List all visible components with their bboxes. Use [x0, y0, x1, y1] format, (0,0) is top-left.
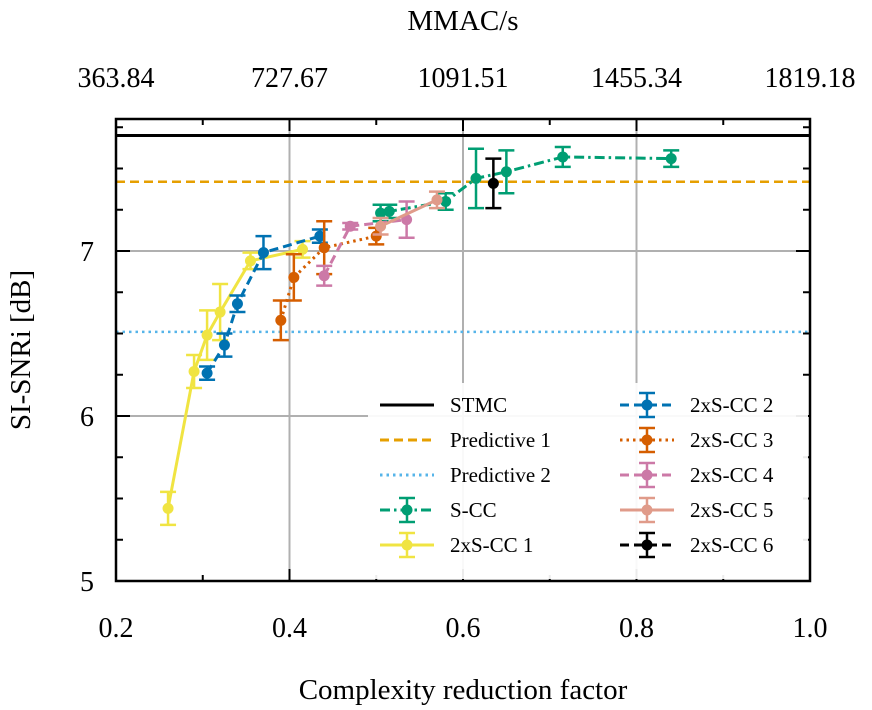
series-line — [279, 234, 377, 321]
data-point — [665, 153, 677, 165]
series-group — [372, 145, 680, 223]
data-point — [162, 502, 174, 514]
data-point — [188, 365, 200, 377]
data-point — [487, 177, 499, 189]
axis-ticks: 0.2 0.4 0.6 0.8 1.0 363.84 727.67 1091.51 1455.3… — [78, 63, 856, 644]
series-group — [316, 200, 415, 287]
legend-label: 2xS-CC 2 — [690, 393, 773, 417]
data-point — [375, 207, 387, 219]
legend-label: STMC — [450, 393, 507, 417]
top-x-tick-label: 1455.34 — [591, 63, 682, 94]
series-line — [379, 198, 438, 228]
legend-marker — [401, 539, 413, 551]
data-point — [440, 196, 452, 207]
data-point — [318, 242, 330, 254]
legend-label: Predictive 1 — [450, 428, 551, 452]
data-point — [288, 271, 300, 283]
series-group — [372, 190, 445, 236]
legend-label: 2xS-CC 4 — [690, 463, 774, 487]
reference-lines — [116, 134, 810, 334]
y-tick-label: 7 — [80, 237, 94, 268]
data-point — [470, 172, 482, 184]
legend-marker — [641, 504, 653, 516]
top-x-axis-title: MMAC/s — [407, 5, 518, 37]
legend-marker — [641, 399, 653, 411]
series-group — [485, 157, 502, 210]
series-group — [199, 228, 328, 381]
legend-label: 2xS-CC 5 — [690, 498, 773, 522]
data-point — [257, 247, 269, 259]
legend-marker — [401, 504, 413, 516]
legend-label: Predictive 2 — [450, 463, 551, 487]
x-tick-label: 0.6 — [446, 613, 481, 644]
data-point — [383, 205, 395, 217]
x-tick-label: 0.2 — [99, 613, 134, 644]
legend-label: 2xS-CC 1 — [450, 533, 533, 557]
y-tick-label: 6 — [80, 402, 94, 433]
data-point — [231, 298, 243, 310]
legend-marker — [641, 469, 653, 481]
data-point — [244, 255, 256, 267]
legend-marker — [641, 539, 653, 551]
data-point — [344, 220, 356, 232]
legend: STMC Predictive 1 Predictive 2 S-CC 2xS-CC 1… — [368, 383, 808, 579]
data-point — [218, 339, 230, 351]
data-point — [201, 367, 213, 379]
y-tick-label: 5 — [80, 567, 94, 598]
data-point — [214, 306, 226, 318]
data-point — [557, 151, 569, 163]
data-point — [318, 270, 330, 282]
legend-label: S-CC — [450, 498, 497, 522]
x-axis-title: Complexity reduction factor — [299, 674, 628, 706]
x-tick-label: 1.0 — [793, 613, 828, 644]
series-line — [322, 218, 407, 277]
top-x-tick-label: 727.67 — [251, 63, 328, 94]
data-point — [375, 220, 387, 232]
top-x-tick-label: 1091.51 — [418, 63, 509, 94]
data-point — [297, 243, 309, 255]
series-line — [166, 247, 303, 509]
top-x-tick-label: 1819.18 — [765, 63, 856, 94]
series-group — [160, 239, 311, 527]
legend-label: 2xS-CC 3 — [690, 428, 773, 452]
y-axis-title: SI-SNRi [dB] — [5, 270, 37, 430]
data-point — [275, 314, 287, 326]
data-point — [500, 166, 512, 178]
data-series — [160, 145, 680, 527]
data-point — [314, 230, 326, 242]
data-point — [201, 329, 213, 341]
x-tick-label: 0.4 — [272, 613, 307, 644]
top-x-tick-label: 363.84 — [78, 63, 155, 94]
legend-box — [368, 383, 808, 579]
legend-label: 2xS-CC 6 — [690, 533, 773, 557]
data-point — [431, 194, 443, 206]
x-tick-label: 0.8 — [619, 613, 654, 644]
legend-marker — [641, 434, 653, 446]
